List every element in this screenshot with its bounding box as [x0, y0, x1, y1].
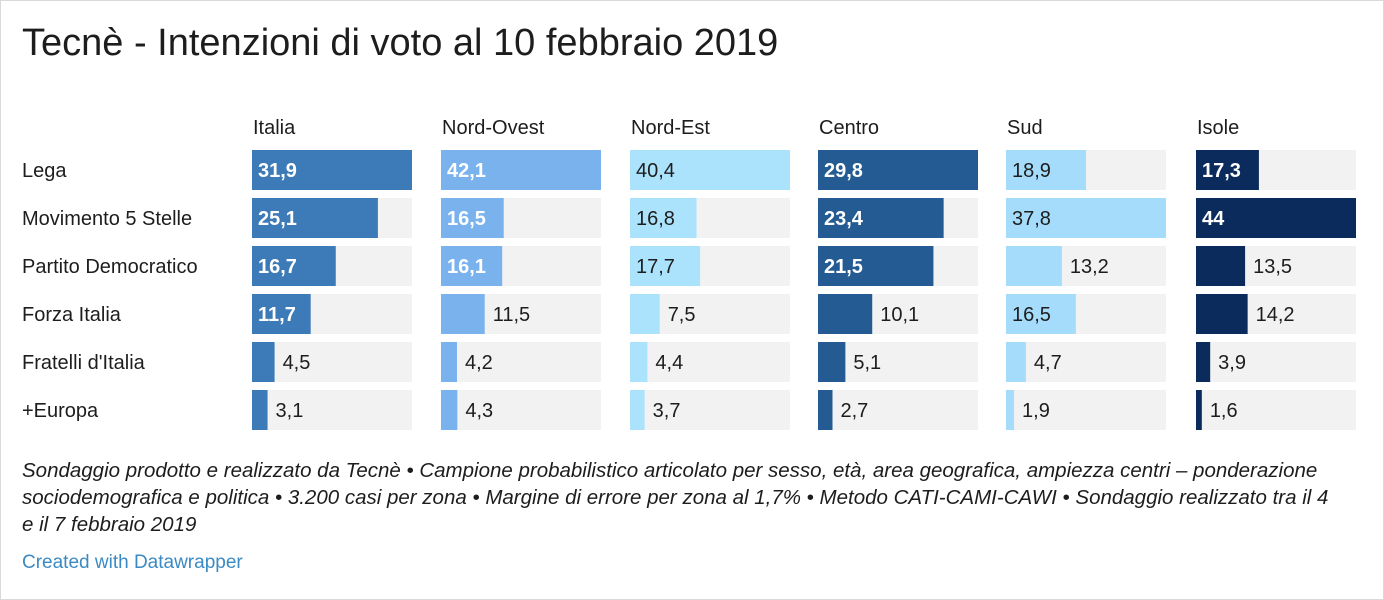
column-header: Isole: [1197, 117, 1239, 139]
bar: [630, 342, 648, 382]
bar-value-label: 5,1: [853, 352, 881, 374]
bar-background: [630, 342, 790, 382]
bar: [252, 294, 311, 334]
bar-value-label: 11,7: [258, 304, 296, 326]
bar: [252, 150, 412, 190]
bar: [252, 198, 378, 238]
row-label: Fratelli d'Italia: [22, 352, 146, 374]
bar-value-label: 31,9: [258, 160, 297, 182]
bar-value-label: 1,6: [1210, 400, 1238, 422]
bar: [1196, 198, 1356, 238]
bar: [1196, 246, 1246, 286]
bar: [630, 150, 790, 190]
column-header: Nord-Ovest: [442, 117, 545, 139]
bar: [1006, 342, 1026, 382]
bar: [441, 246, 503, 286]
bar-value-label: 2,7: [840, 400, 868, 422]
bar-value-label: 37,8: [1012, 208, 1051, 230]
bar-background: [1196, 342, 1356, 382]
bar-value-label: 4,4: [655, 352, 683, 374]
bar: [1006, 390, 1015, 430]
bar: [441, 198, 504, 238]
bar: [818, 246, 934, 286]
bar-background: [1196, 390, 1356, 430]
bar-value-label: 16,8: [636, 208, 675, 230]
bar-value-label: 13,5: [1253, 256, 1292, 278]
bar-value-label: 7,5: [668, 304, 696, 326]
row-label: Lega: [22, 160, 67, 182]
bar-value-label: 4,2: [465, 352, 493, 374]
bar: [441, 342, 457, 382]
bar: [818, 150, 978, 190]
bar-value-label: 21,5: [824, 256, 863, 278]
column-header: Sud: [1007, 117, 1043, 139]
bar: [252, 246, 336, 286]
bar-value-label: 18,9: [1012, 160, 1051, 182]
bar-value-label: 4,5: [283, 352, 311, 374]
bar-value-label: 10,1: [880, 304, 919, 326]
bar-background: [1006, 342, 1166, 382]
chart-title: Tecnè - Intenzioni di voto al 10 febbrai…: [22, 22, 779, 64]
bar-value-label: 23,4: [824, 208, 864, 230]
bar-background: [818, 390, 978, 430]
bar: [441, 294, 485, 334]
datawrapper-credit-link[interactable]: Created with Datawrapper: [22, 552, 243, 573]
bar: [818, 390, 833, 430]
row-label: Movimento 5 Stelle: [22, 208, 192, 230]
bar: [818, 342, 846, 382]
bar-value-label: 1,9: [1022, 400, 1050, 422]
bar-value-label: 44: [1202, 208, 1225, 230]
bar-value-label: 17,3: [1202, 160, 1241, 182]
bar: [1196, 150, 1259, 190]
bar: [818, 294, 873, 334]
bar-background: [630, 390, 790, 430]
bar-background: [441, 342, 601, 382]
bar-value-label: 25,1: [258, 208, 297, 230]
bar-value-label: 16,5: [1012, 304, 1051, 326]
bar-value-label: 40,4: [636, 160, 675, 182]
bar-value-label: 4,7: [1034, 352, 1062, 374]
bar: [1006, 150, 1086, 190]
row-label: +Europa: [22, 400, 99, 422]
bar: [441, 150, 601, 190]
bar: [818, 198, 944, 238]
bar-value-label: 17,7: [636, 256, 675, 278]
bar-value-label: 16,7: [258, 256, 297, 278]
row-label: Partito Democratico: [22, 256, 198, 278]
bar-value-label: 3,9: [1218, 352, 1246, 374]
bar-value-label: 14,2: [1256, 304, 1295, 326]
bar-value-label: 29,8: [824, 160, 863, 182]
bar: [441, 390, 458, 430]
bar: [1006, 294, 1076, 334]
bar-value-label: 3,7: [653, 400, 681, 422]
bar: [630, 198, 697, 238]
bar: [630, 390, 645, 430]
bar: [1196, 390, 1202, 430]
bar: [1196, 342, 1211, 382]
bar-value-label: 16,1: [447, 256, 486, 278]
chart-notes: Sondaggio prodotto e realizzato da Tecnè…: [22, 459, 1329, 536]
bar-value-label: 3,1: [276, 400, 304, 422]
bar-value-label: 11,5: [493, 304, 530, 326]
bar: [1006, 198, 1166, 238]
bar-value-label: 16,5: [447, 208, 486, 230]
bar-background: [441, 390, 601, 430]
bar-background: [252, 390, 412, 430]
column-header: Centro: [819, 117, 879, 139]
bar: [630, 294, 660, 334]
bar: [630, 246, 701, 286]
column-header: Nord-Est: [631, 117, 710, 139]
bar-value-label: 42,1: [447, 160, 486, 182]
bar-value-label: 13,2: [1070, 256, 1109, 278]
bar-background: [252, 342, 412, 382]
bar: [252, 390, 268, 430]
bar: [252, 342, 275, 382]
bar: [1006, 246, 1062, 286]
bar-background: [1006, 390, 1166, 430]
bar: [1196, 294, 1248, 334]
row-label: Forza Italia: [22, 304, 122, 326]
bar-value-label: 4,3: [465, 400, 493, 422]
column-header: Italia: [253, 117, 296, 139]
